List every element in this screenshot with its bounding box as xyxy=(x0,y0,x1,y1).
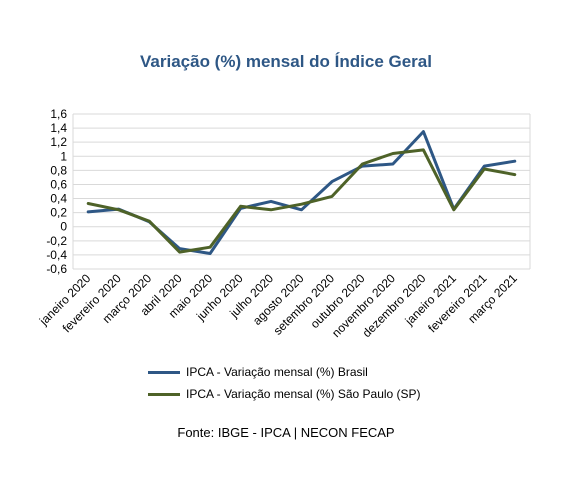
legend-item-sao-paulo: IPCA - Variação mensal (%) São Paulo (SP… xyxy=(148,383,421,405)
y-tick-label: 1,6 xyxy=(50,107,67,121)
series-lines xyxy=(86,130,517,255)
y-tick-label: 1,4 xyxy=(50,121,67,135)
legend: IPCA - Variação mensal (%) Brasil IPCA -… xyxy=(148,361,421,405)
y-tick-label: 0,8 xyxy=(50,163,67,177)
legend-label-sao-paulo: IPCA - Variação mensal (%) São Paulo (SP… xyxy=(186,387,421,401)
series-line-sao-paulo xyxy=(86,148,517,254)
legend-item-brasil: IPCA - Variação mensal (%) Brasil xyxy=(148,361,421,383)
y-tick-label: 0,2 xyxy=(50,206,67,220)
y-tick-label: 1,2 xyxy=(50,135,67,149)
gridlines xyxy=(73,113,530,270)
y-tick-label: 1 xyxy=(60,149,67,163)
y-tick-label: 0 xyxy=(60,220,67,234)
legend-label-brasil: IPCA - Variação mensal (%) Brasil xyxy=(186,365,368,379)
y-tick-label: -0,6 xyxy=(46,262,67,276)
y-tick-label: -0,4 xyxy=(46,248,67,262)
y-tick-label: -0,2 xyxy=(46,234,67,248)
legend-swatch-brasil xyxy=(148,370,180,374)
series-line-brasil xyxy=(86,130,517,255)
chart-title: Variação (%) mensal do Índice Geral xyxy=(140,52,432,71)
legend-swatch-sao-paulo xyxy=(148,392,180,396)
y-tick-labels: 1,61,41,210,80,60,40,20-0,2-0,4-0,6 xyxy=(46,107,67,276)
source-note: Fonte: IBGE - IPCA | NECON FECAP xyxy=(177,425,395,440)
axes xyxy=(72,114,531,269)
y-tick-label: 0,6 xyxy=(50,177,67,191)
y-tick-label: 0,4 xyxy=(50,192,67,206)
